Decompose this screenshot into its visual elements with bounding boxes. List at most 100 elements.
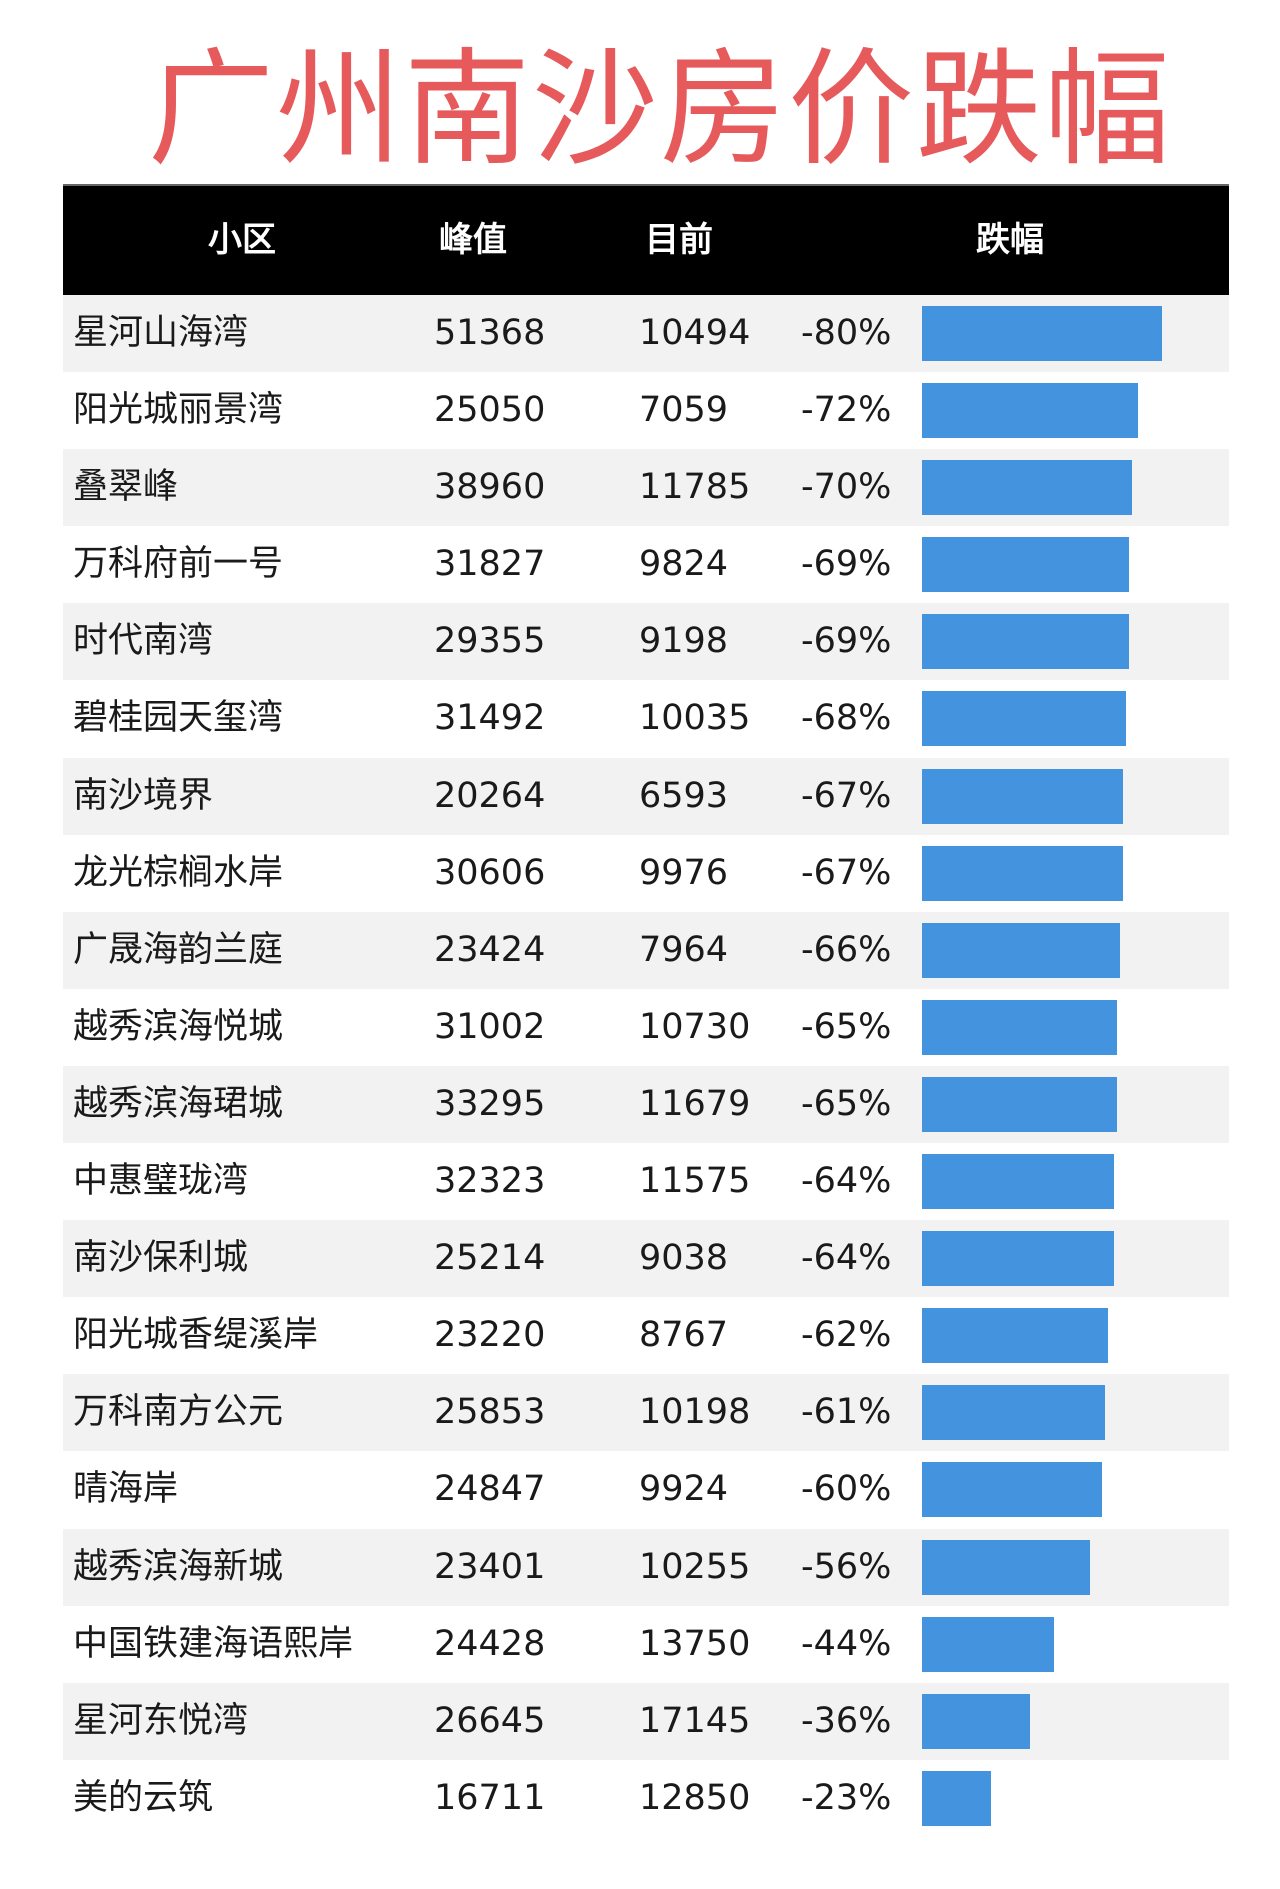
table-row: 晴海岸 24847 9924 -60% xyxy=(63,1451,1229,1528)
page-title: 广州南沙房价跌幅 xyxy=(148,36,1172,183)
community-name: 碧桂园天玺湾 xyxy=(73,698,284,739)
table-row: 广晟海韵兰庭 23424 7964 -66% xyxy=(63,911,1229,989)
current-price: 9198 xyxy=(639,621,729,662)
drop-percent: -69% xyxy=(801,621,892,662)
table-row: 越秀滨海新城 23401 10255 -56% xyxy=(63,1528,1229,1606)
table-row: 中惠璧珑湾 32323 11575 -64% xyxy=(63,1143,1229,1220)
drop-bar xyxy=(922,1539,1090,1595)
drop-bar xyxy=(922,691,1126,747)
drop-percent: -61% xyxy=(801,1392,892,1433)
drop-percent: -72% xyxy=(801,390,892,431)
drop-bar xyxy=(922,1462,1102,1518)
current-price: 6593 xyxy=(639,775,729,816)
community-name: 龙光棕榈水岸 xyxy=(73,852,284,893)
drop-bar xyxy=(922,1308,1108,1364)
drop-bar xyxy=(922,1385,1105,1441)
community-name: 南沙境界 xyxy=(73,775,214,816)
peak-price: 25853 xyxy=(434,1392,546,1433)
header-community: 小区 xyxy=(208,220,276,260)
peak-price: 32323 xyxy=(434,1161,546,1202)
drop-bar xyxy=(922,845,1123,901)
drop-percent: -56% xyxy=(801,1546,892,1587)
drop-bar xyxy=(922,1770,991,1826)
drop-percent: -62% xyxy=(801,1315,892,1356)
drop-bar xyxy=(922,922,1120,978)
table-row: 阳光城香缇溪岸 23220 8767 -62% xyxy=(63,1297,1229,1374)
community-name: 万科南方公元 xyxy=(73,1392,284,1433)
community-name: 越秀滨海新城 xyxy=(73,1546,284,1587)
drop-percent: -66% xyxy=(801,929,892,970)
peak-price: 31002 xyxy=(434,1006,546,1047)
table-row: 万科府前一号 31827 9824 -69% xyxy=(63,526,1229,603)
drop-percent: -80% xyxy=(801,313,892,353)
drop-bar xyxy=(922,1076,1117,1132)
community-name: 星河东悦湾 xyxy=(73,1700,249,1741)
table-row: 南沙保利城 25214 9038 -64% xyxy=(63,1220,1229,1298)
drop-percent: -67% xyxy=(801,775,892,816)
peak-price: 23401 xyxy=(434,1546,546,1587)
community-name: 美的云筑 xyxy=(73,1777,214,1818)
peak-price: 25214 xyxy=(434,1238,546,1279)
peak-price: 23424 xyxy=(434,929,546,970)
drop-percent: -69% xyxy=(801,544,892,585)
current-price: 13750 xyxy=(639,1623,751,1664)
current-price: 10035 xyxy=(639,698,751,739)
current-price: 9038 xyxy=(639,1238,729,1279)
current-price: 10198 xyxy=(639,1392,751,1433)
table-row: 时代南湾 29355 9198 -69% xyxy=(63,603,1229,681)
peak-price: 29355 xyxy=(434,621,546,662)
community-name: 阳光城香缇溪岸 xyxy=(73,1315,319,1356)
table-row: 叠翠峰 38960 11785 -70% xyxy=(63,449,1229,527)
peak-price: 25050 xyxy=(434,390,546,431)
peak-price: 38960 xyxy=(434,467,546,508)
drop-percent: -44% xyxy=(801,1623,892,1664)
current-price: 10730 xyxy=(639,1006,751,1047)
peak-price: 24428 xyxy=(434,1623,546,1664)
table-body: 星河山海湾 51368 10494 -80% 阳光城丽景湾 25050 7059 -72% 叠翠… xyxy=(63,295,1229,1837)
current-price: 11785 xyxy=(639,467,751,508)
peak-price: 16711 xyxy=(434,1777,546,1818)
table-row: 万科南方公元 25853 10198 -61% xyxy=(63,1374,1229,1452)
drop-bar xyxy=(922,1154,1114,1210)
peak-price: 23220 xyxy=(434,1315,546,1356)
drop-bar xyxy=(922,1616,1054,1672)
table-row: 中国铁建海语熙岸 24428 13750 -44% xyxy=(63,1606,1229,1683)
current-price: 7964 xyxy=(639,929,729,970)
current-price: 12850 xyxy=(639,1777,751,1818)
header-peak: 峰值 xyxy=(439,220,507,260)
current-price: 17145 xyxy=(639,1700,751,1741)
drop-bar xyxy=(922,460,1132,516)
peak-price: 26645 xyxy=(434,1700,546,1741)
current-price: 8767 xyxy=(639,1315,729,1356)
table-row: 越秀滨海悦城 31002 10730 -65% xyxy=(63,989,1229,1066)
table-row: 龙光棕榈水岸 30606 9976 -67% xyxy=(63,835,1229,912)
community-name: 叠翠峰 xyxy=(73,467,179,508)
drop-bar xyxy=(922,1231,1114,1287)
community-name: 万科府前一号 xyxy=(73,544,284,585)
table-row: 阳光城丽景湾 25050 7059 -72% xyxy=(63,372,1229,449)
current-price: 10494 xyxy=(639,313,751,353)
table-row: 越秀滨海珺城 33295 11679 -65% xyxy=(63,1065,1229,1144)
community-name: 越秀滨海悦城 xyxy=(73,1006,284,1047)
peak-price: 33295 xyxy=(434,1083,546,1124)
community-name: 南沙保利城 xyxy=(73,1238,249,1279)
header-drop: 跌幅 xyxy=(976,220,1044,260)
drop-percent: -36% xyxy=(801,1700,892,1741)
drop-bar xyxy=(922,383,1138,439)
drop-percent: -65% xyxy=(801,1006,892,1047)
peak-price: 51368 xyxy=(434,313,546,353)
community-name: 晴海岸 xyxy=(73,1469,179,1510)
community-name: 中国铁建海语熙岸 xyxy=(73,1623,354,1664)
community-name: 广晟海韵兰庭 xyxy=(73,929,284,970)
table-row: 南沙境界 20264 6593 -67% xyxy=(63,757,1229,835)
community-name: 星河山海湾 xyxy=(73,313,249,353)
community-name: 阳光城丽景湾 xyxy=(73,390,284,431)
community-name: 中惠璧珑湾 xyxy=(73,1161,249,1202)
current-price: 11575 xyxy=(639,1161,751,1202)
peak-price: 20264 xyxy=(434,775,546,816)
peak-price: 24847 xyxy=(434,1469,546,1510)
drop-bar xyxy=(922,614,1129,670)
table-row: 美的云筑 16711 12850 -23% xyxy=(63,1760,1229,1837)
table-row: 星河山海湾 51368 10494 -80% xyxy=(63,295,1229,373)
peak-price: 31492 xyxy=(434,698,546,739)
